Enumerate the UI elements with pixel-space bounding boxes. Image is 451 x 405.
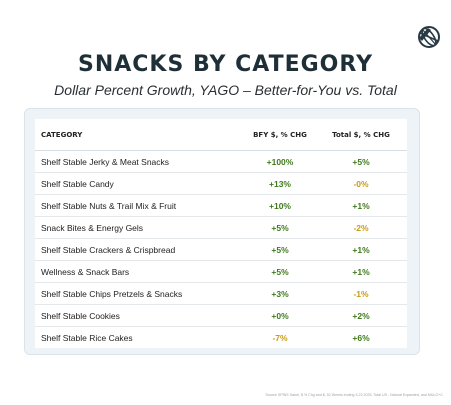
table-header: CATEGORY BFY $, % CHG Total $, % CHG — [35, 119, 407, 151]
bfy-change-cell: +100% — [266, 156, 294, 167]
table-row: Shelf Stable Rice Cakes -7% +6% — [35, 327, 407, 349]
category-cell: Shelf Stable Chips Pretzels & Snacks — [41, 288, 183, 299]
category-cell: Wellness & Snack Bars — [41, 266, 130, 277]
bfy-change-cell: +13% — [269, 178, 291, 189]
table-row: Shelf Stable Crackers & Crispbread +5% +… — [35, 239, 407, 261]
total-change-cell: +6% — [352, 333, 370, 343]
category-cell: Shelf Stable Candy — [41, 178, 114, 189]
total-change-cell: +2% — [352, 310, 370, 321]
globe-icon — [418, 26, 440, 48]
table-row: Shelf Stable Cookies +0% +2% — [35, 305, 407, 327]
category-cell: Shelf Stable Nuts & Trail Mix & Fruit — [41, 200, 177, 211]
bfy-change-cell: +10% — [269, 200, 291, 211]
table-row: Shelf Stable Candy +13% -0% — [35, 173, 407, 195]
category-cell: Shelf Stable Rice Cakes — [41, 333, 133, 343]
bfy-change-cell: -7% — [272, 333, 288, 343]
total-change-cell: +5% — [352, 156, 370, 167]
bfy-change-cell: +0% — [271, 310, 289, 321]
category-cell: Snack Bites & Energy Gels — [41, 222, 144, 233]
table-panel: CATEGORY BFY $, % CHG Total $, % CHG She… — [24, 108, 420, 355]
bfy-change-cell: +5% — [271, 222, 289, 233]
column-header-bfy: BFY $, % CHG — [253, 130, 307, 139]
source-note: Source SPINS Satori, $ % Chg and $, 52 W… — [265, 393, 443, 397]
page-title: SNACKS BY CATEGORY — [77, 52, 374, 77]
bfy-change-cell: +3% — [271, 288, 289, 299]
column-header-category: CATEGORY — [41, 130, 83, 139]
total-change-cell: -0% — [353, 178, 369, 189]
total-change-cell: -1% — [353, 288, 369, 299]
category-cell: Shelf Stable Cookies — [41, 310, 120, 321]
total-change-cell: +1% — [352, 200, 370, 211]
table-row: Shelf Stable Jerky & Meat Snacks +100% +… — [35, 151, 407, 173]
table-row: Snack Bites & Energy Gels +5% -2% — [35, 217, 407, 239]
table-row: Shelf Stable Nuts & Trail Mix & Fruit +1… — [35, 195, 407, 217]
page-subtitle: Dollar Percent Growth, YAGO – Better-for… — [54, 82, 397, 98]
column-header-total: Total $, % CHG — [332, 130, 390, 139]
total-change-cell: +1% — [352, 244, 370, 255]
category-cell: Shelf Stable Crackers & Crispbread — [41, 244, 176, 255]
total-change-cell: -2% — [353, 222, 369, 233]
category-cell: Shelf Stable Jerky & Meat Snacks — [41, 156, 170, 167]
bfy-change-cell: +5% — [271, 266, 289, 277]
category-table: CATEGORY BFY $, % CHG Total $, % CHG She… — [35, 119, 407, 348]
total-change-cell: +1% — [352, 266, 370, 277]
bfy-change-cell: +5% — [271, 244, 289, 255]
table-row: Wellness & Snack Bars +5% +1% — [35, 261, 407, 283]
table-row: Shelf Stable Chips Pretzels & Snacks +3%… — [35, 283, 407, 305]
